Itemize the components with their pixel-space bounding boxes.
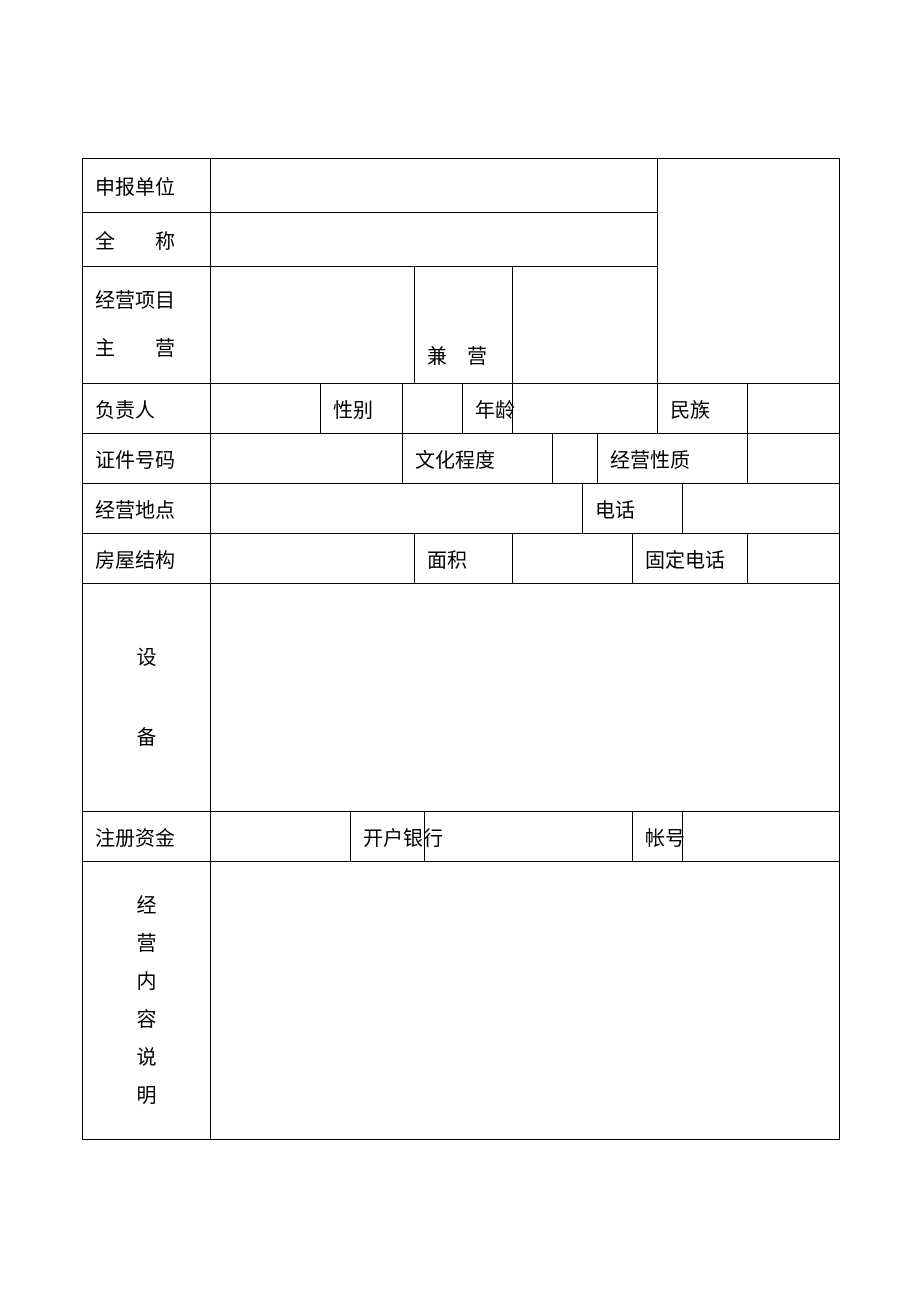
label-biz-item-main: 经营项目 主 营 — [83, 267, 211, 384]
value-bank[interactable] — [425, 812, 633, 862]
value-fixed-phone[interactable] — [748, 534, 840, 584]
label-gender: 性别 — [321, 384, 403, 434]
label-ethnicity: 民族 — [658, 384, 748, 434]
value-biz-location[interactable] — [211, 484, 583, 534]
label-building: 房屋结构 — [83, 534, 211, 584]
photo-area[interactable] — [658, 159, 840, 384]
value-equipment[interactable] — [211, 584, 840, 812]
value-biz-desc[interactable] — [211, 862, 840, 1140]
value-reporting-unit[interactable] — [211, 159, 658, 213]
label-biz-location: 经营地点 — [83, 484, 211, 534]
value-gender[interactable] — [403, 384, 463, 434]
label-biz-nature: 经营性质 — [598, 434, 748, 484]
label-bank: 开户银行 — [351, 812, 425, 862]
label-responsible: 负责人 — [83, 384, 211, 434]
value-ethnicity[interactable] — [748, 384, 840, 434]
value-building[interactable] — [211, 534, 415, 584]
label-secondary-biz: 兼 营 — [415, 267, 513, 384]
label-area: 面积 — [415, 534, 513, 584]
value-education[interactable] — [553, 434, 598, 484]
value-age[interactable] — [513, 384, 658, 434]
label-education: 文化程度 — [403, 434, 553, 484]
label-full-name: 全 称 — [83, 213, 211, 267]
value-main-biz[interactable] — [211, 267, 415, 384]
label-biz-desc: 经 营 内 容 说 明 — [83, 862, 211, 1140]
value-responsible[interactable] — [211, 384, 321, 434]
value-full-name[interactable] — [211, 213, 658, 267]
label-phone: 电话 — [583, 484, 683, 534]
label-age: 年龄 — [463, 384, 513, 434]
value-phone[interactable] — [683, 484, 840, 534]
label-fixed-phone: 固定电话 — [633, 534, 748, 584]
value-account[interactable] — [683, 812, 840, 862]
label-equipment: 设 备 — [83, 584, 211, 812]
value-area[interactable] — [513, 534, 633, 584]
label-reporting-unit: 申报单位 — [83, 159, 211, 213]
value-biz-nature[interactable] — [748, 434, 840, 484]
value-id-number[interactable] — [211, 434, 403, 484]
label-account: 帐号 — [633, 812, 683, 862]
application-form-table: 申报单位 全 称 经营项目 主 营 兼 营 负责人 性别 年龄 民族 — [82, 158, 840, 1140]
value-registered-capital[interactable] — [211, 812, 351, 862]
label-id-number: 证件号码 — [83, 434, 211, 484]
value-secondary-biz[interactable] — [513, 267, 658, 384]
label-registered-capital: 注册资金 — [83, 812, 211, 862]
